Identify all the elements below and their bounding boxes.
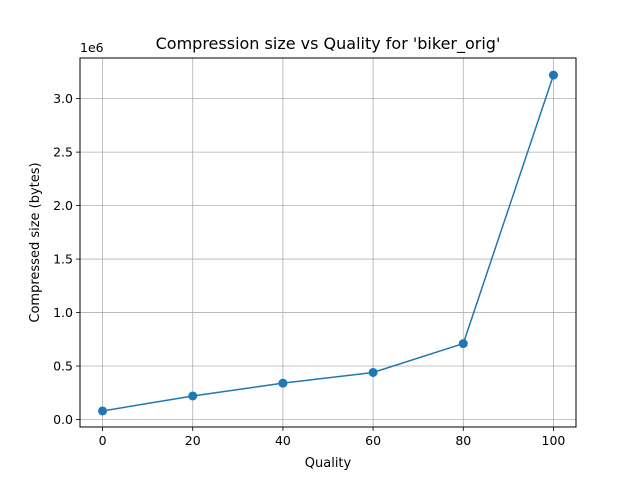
- x-tick-label: 60: [365, 433, 381, 448]
- x-tick-label: 40: [275, 433, 291, 448]
- x-tick-label: 100: [542, 433, 566, 448]
- y-tick-label: 1.5: [53, 252, 73, 267]
- y-axis-label: Compressed size (bytes): [28, 162, 43, 322]
- y-tick-label: 3.0: [53, 91, 73, 106]
- data-point: [548, 70, 558, 80]
- data-point: [278, 378, 288, 388]
- series-line: [102, 74, 555, 412]
- x-tick-label: 20: [185, 433, 201, 448]
- data-point: [188, 391, 198, 401]
- y-offset-label: 1e6: [80, 40, 104, 55]
- data-point: [458, 339, 468, 349]
- ticks-layer: 0 20 40 60 80 100 0.0 0.5 1.0 1.5 2.0 2.5 3.0: [53, 91, 565, 448]
- y-tick-label: 0.5: [53, 359, 73, 374]
- y-tick-label: 2.0: [53, 198, 73, 213]
- y-tick-label: 1.0: [53, 305, 73, 320]
- x-tick-label: 80: [455, 433, 471, 448]
- series-layer: [98, 70, 558, 416]
- y-tick-label: 0.0: [53, 412, 73, 427]
- data-point: [98, 406, 108, 416]
- x-tick-label: 0: [99, 433, 107, 448]
- x-axis-label: Quality: [305, 456, 352, 471]
- plot-frame: [79, 57, 577, 428]
- chart-title: Compression size vs Quality for 'biker_o…: [156, 34, 501, 54]
- grid: [80, 58, 576, 427]
- data-point: [368, 367, 378, 377]
- y-tick-label: 2.5: [53, 145, 73, 160]
